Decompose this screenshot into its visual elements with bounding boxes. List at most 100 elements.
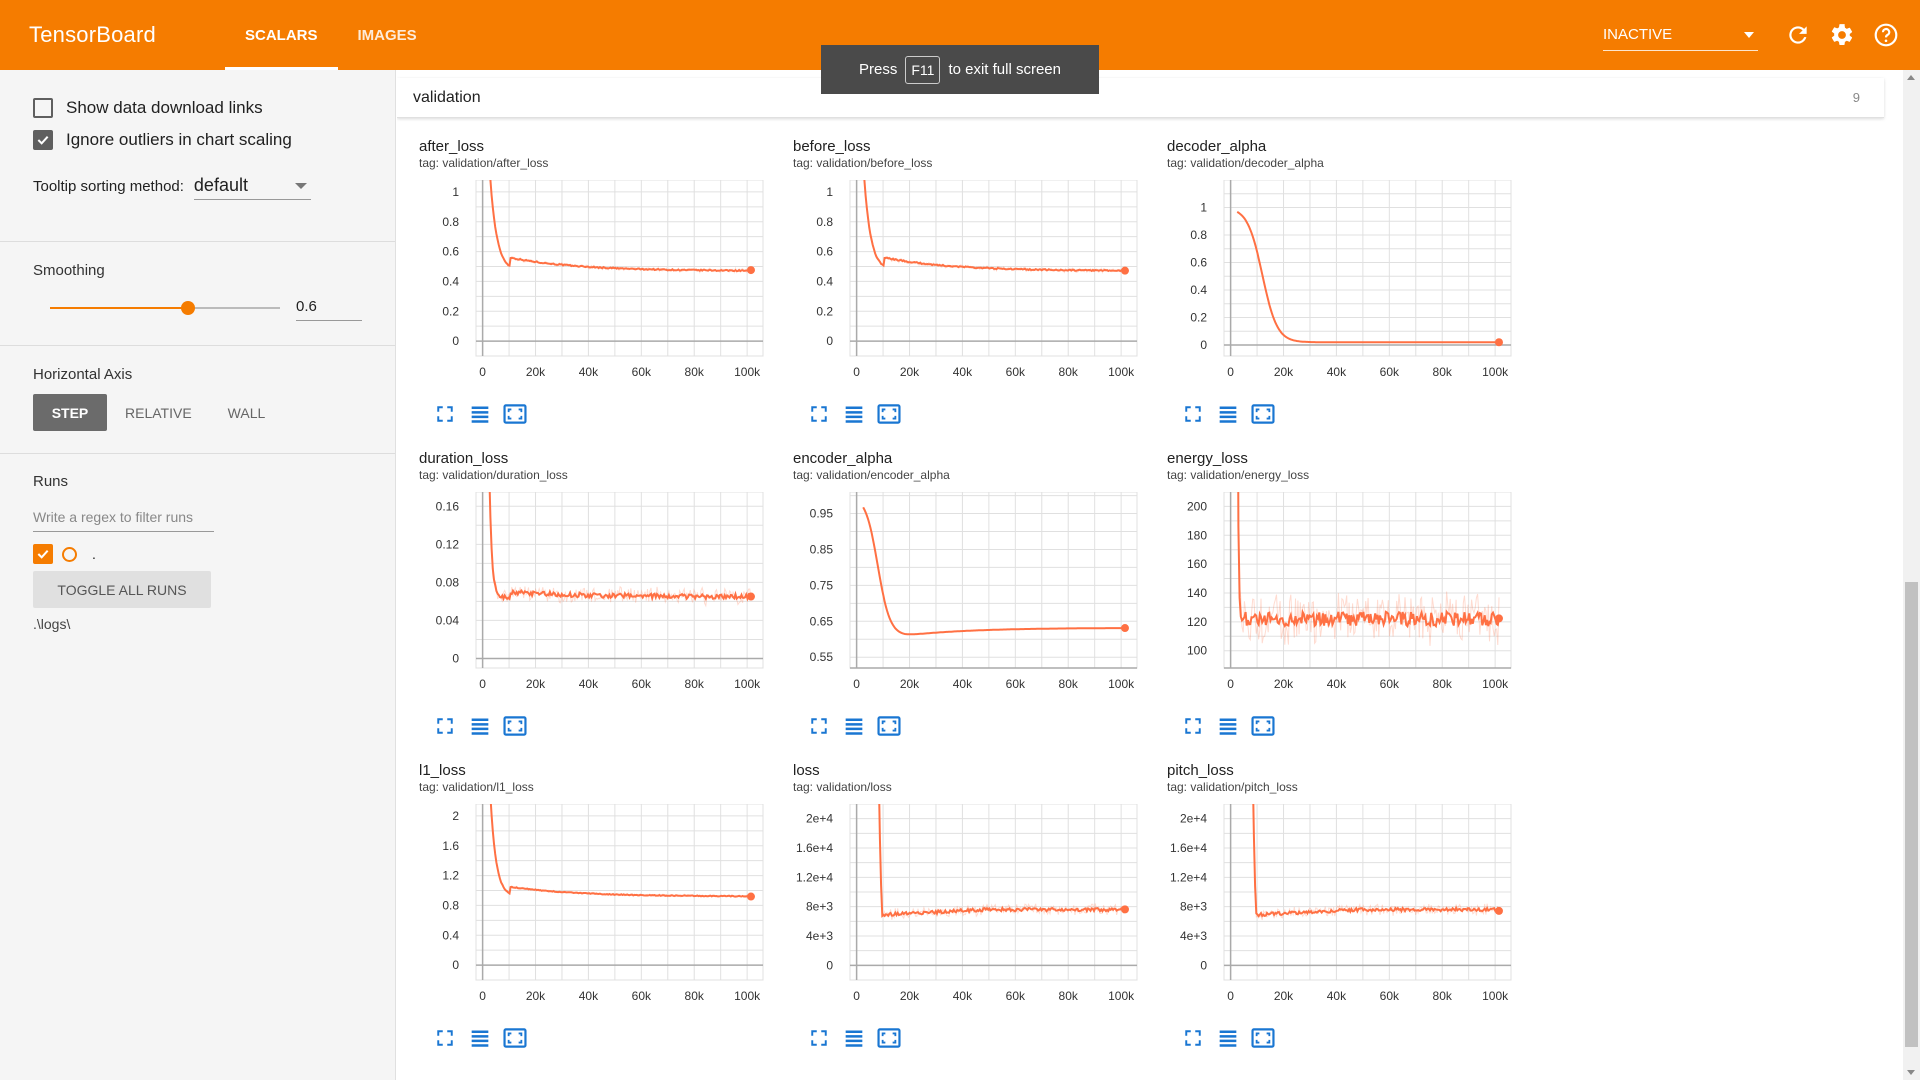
series-end-point [1494,614,1503,623]
plot-frame [475,180,764,357]
chart-plot[interactable]: 0.16 0.12 0.08 0.04 0 0 20k 40k 60k 80k 100k [397,492,771,716]
y-tick-label: 0.2 [1190,311,1207,325]
chart-actions [1175,402,1280,426]
tab-images[interactable]: IMAGES [357,26,417,44]
fullscreen-icon [1184,406,1201,422]
tab-scalars[interactable]: SCALARS [225,0,338,70]
chart-plot[interactable]: 1 0.8 0.6 0.4 0.2 0 0 20k 40k 60k 80k 100k [1145,180,1519,404]
chart-card: pitch_loss tag: validation/pitch_loss 2e+4… [1145,762,1519,1070]
y-tick-label: 0.85 [810,542,834,556]
expand-chart-button[interactable] [427,402,462,426]
y-tick-label: 200 [1187,499,1207,513]
expand-chart-button[interactable] [801,402,836,426]
chart-plot[interactable]: 1 0.8 0.6 0.4 0.2 0 0 20k 40k 60k 80k 100k [397,180,771,404]
raw-series-line [490,804,752,899]
x-tick-label: 100k [734,677,761,691]
toggle-log-scale-button[interactable] [462,402,497,426]
scroll-up-icon[interactable] [1907,75,1915,80]
chart-card: energy_loss tag: validation/energy_loss 20… [1145,450,1519,758]
scrollbar[interactable] [1903,70,1920,1080]
x-tick-label: 40k [953,989,973,1003]
expand-chart-button[interactable] [801,714,836,738]
fit-domain-button[interactable] [497,714,532,738]
chart-tag: tag: validation/duration_loss [419,468,568,482]
y-tick-label: 0.6 [442,245,459,259]
fit-domain-button[interactable] [1245,1026,1280,1050]
expand-chart-button[interactable] [801,1026,836,1050]
x-tick-label: 20k [900,677,920,691]
chart-tag: tag: validation/after_loss [419,156,549,170]
chart-plot[interactable]: 200 180 160 140 120 100 0 20k 40k 60k 80k 100k [1145,492,1519,716]
toggle-log-scale-button[interactable] [1210,1026,1245,1050]
series-line [863,180,1126,273]
expand-chart-button[interactable] [1175,714,1210,738]
scrollbar-thumb[interactable] [1905,582,1918,1047]
chart-tag: tag: validation/encoder_alpha [793,468,950,482]
chart-grid-lines [1224,180,1511,356]
fit-domain-button[interactable] [871,1026,906,1050]
run-color-circle-icon[interactable] [62,546,77,562]
toggle-log-scale-button[interactable] [836,1026,871,1050]
run-item: . [33,544,362,564]
list-icon [845,1030,862,1047]
show-download-links-checkbox[interactable]: Show data download links [33,92,362,124]
fit-domain-button[interactable] [497,1026,532,1050]
ignore-outliers-checkbox[interactable]: Ignore outliers in chart scaling [33,124,362,156]
series-line [488,492,752,602]
chart-plot[interactable]: 2e+4 1.6e+4 1.2e+4 8e+3 4e+3 0 0 20k 40k 60k 80k 10… [1145,804,1519,1028]
x-tick-label: 40k [579,989,599,1003]
y-tick-label: 0.95 [810,507,834,521]
chart-title: pitch_loss [1167,762,1234,779]
tooltip-sorting-dropdown[interactable]: default [193,172,311,200]
ignore-outliers-label: Ignore outliers in chart scaling [66,130,292,149]
y-tick-label: 0.16 [436,499,460,513]
smoothing-input[interactable]: 0.6 [296,293,362,321]
settings-button[interactable] [1820,13,1864,57]
fit-domain-button[interactable] [497,402,532,426]
chart-plot[interactable]: 0.95 0.85 0.75 0.65 0.55 0 20k 40k 60k 80k 100k [771,492,1145,716]
group-name: validation [413,88,481,106]
smoothing-slider[interactable] [50,293,280,323]
chart-actions [801,402,906,426]
expand-chart-button[interactable] [1175,402,1210,426]
axis-relative-button[interactable]: RELATIVE [125,404,192,421]
axis-step-button[interactable]: STEP [33,394,107,431]
fit-domain-button[interactable] [1245,714,1280,738]
axis-wall-button[interactable]: WALL [227,404,266,421]
run-checkbox[interactable] [33,544,53,564]
toggle-log-scale-button[interactable] [462,714,497,738]
expand-chart-button[interactable] [427,1026,462,1050]
fit-domain-button[interactable] [871,402,906,426]
x-tick-label: 100k [734,365,761,379]
fullscreen-icon [810,406,827,422]
slider-thumb[interactable] [181,301,195,315]
expand-chart-button[interactable] [1175,1026,1210,1050]
inactive-dropdown[interactable]: INACTIVE [1603,19,1758,51]
x-tick-label: 60k [632,365,652,379]
toggle-log-scale-button[interactable] [836,714,871,738]
group-header[interactable]: validation 9 [397,78,1884,118]
reload-button[interactable] [1776,13,1820,57]
raw-series-line [1252,804,1500,921]
x-tick-label: 0 [1227,677,1234,691]
toggle-log-scale-button[interactable] [1210,714,1245,738]
help-button[interactable] [1864,13,1908,57]
chart-card: after_loss tag: validation/after_loss 1 0.8… [397,138,771,446]
fit-domain-button[interactable] [871,714,906,738]
y-tick-label: 0.4 [816,274,833,288]
chart-plot[interactable]: 2 1.6 1.2 0.8 0.4 0 0 20k 40k 60k 80k 100k [397,804,771,1028]
series-line [878,804,1126,918]
toggle-log-scale-button[interactable] [836,402,871,426]
chart-plot[interactable]: 1 0.8 0.6 0.4 0.2 0 0 20k 40k 60k 80k 100k [771,180,1145,404]
toggle-log-scale-button[interactable] [1210,402,1245,426]
y-tick-label: 1.6e+4 [796,841,833,855]
fit-domain-button[interactable] [1245,402,1280,426]
expand-chart-button[interactable] [427,714,462,738]
scroll-down-icon[interactable] [1907,1070,1915,1075]
x-tick-label: 60k [1380,989,1400,1003]
toggle-log-scale-button[interactable] [462,1026,497,1050]
show-download-links-label: Show data download links [66,98,263,117]
runs-filter-input[interactable]: Write a regex to filter runs [33,504,214,532]
chart-plot[interactable]: 2e+4 1.6e+4 1.2e+4 8e+3 4e+3 0 0 20k 40k 60k 80k 10… [771,804,1145,1028]
toggle-all-runs-button[interactable]: TOGGLE ALL RUNS [33,571,211,608]
